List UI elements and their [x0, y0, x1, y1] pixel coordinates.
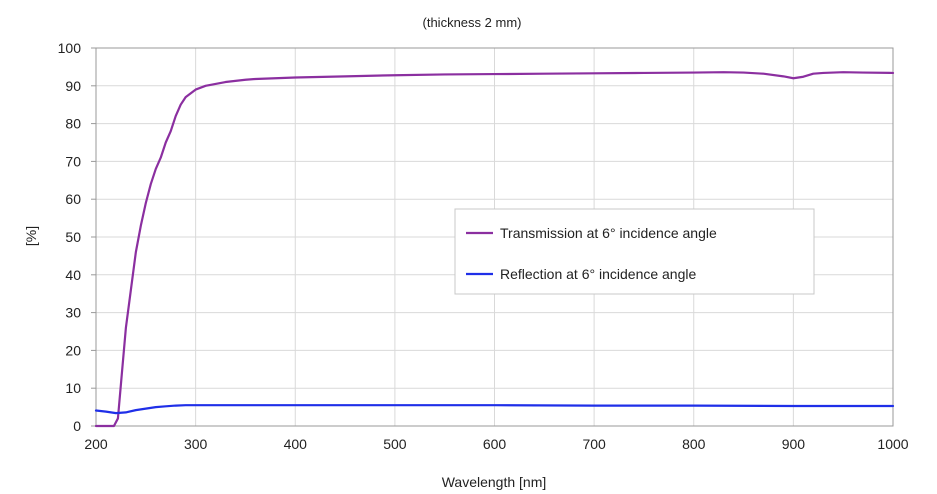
y-axis-title: [%] — [23, 226, 39, 246]
y-tick-label: 70 — [65, 153, 81, 169]
y-tick-label: 50 — [65, 229, 81, 245]
x-tick-label: 600 — [483, 436, 507, 452]
y-tick-label: 60 — [65, 191, 81, 207]
y-tick-label: 100 — [58, 40, 82, 56]
y-tick-label: 0 — [73, 418, 81, 434]
legend-label-transmission: Transmission at 6° incidence angle — [500, 225, 717, 241]
x-tick-label: 800 — [682, 436, 706, 452]
x-axis-title: Wavelength [nm] — [442, 474, 547, 490]
data-series — [94, 71, 895, 428]
x-tick-label: 700 — [582, 436, 606, 452]
legend: Transmission at 6° incidence angle Refle… — [454, 208, 815, 295]
x-tick-label: 400 — [284, 436, 308, 452]
y-tick-label: 40 — [65, 267, 81, 283]
legend-label-reflection: Reflection at 6° incidence angle — [500, 266, 696, 282]
x-tick-label: 300 — [184, 436, 208, 452]
transmission-series-line — [94, 71, 895, 428]
axis-ticks: 200 300 400 500 600 700 800 900 1000 0 10 20 30 40 50 6… — [58, 40, 909, 452]
y-tick-label: 10 — [65, 380, 81, 396]
y-tick-label: 30 — [65, 305, 81, 321]
reflection-series-line — [94, 404, 895, 415]
y-tick-label: 80 — [65, 116, 81, 132]
x-tick-label: 1000 — [877, 436, 908, 452]
legend-box — [454, 208, 815, 295]
x-tick-label: 900 — [782, 436, 806, 452]
x-tick-label: 200 — [84, 436, 108, 452]
y-tick-label: 90 — [65, 78, 81, 94]
y-tick-label: 20 — [65, 342, 81, 358]
x-tick-label: 500 — [383, 436, 407, 452]
chart-subtitle: (thickness 2 mm) — [423, 15, 522, 30]
